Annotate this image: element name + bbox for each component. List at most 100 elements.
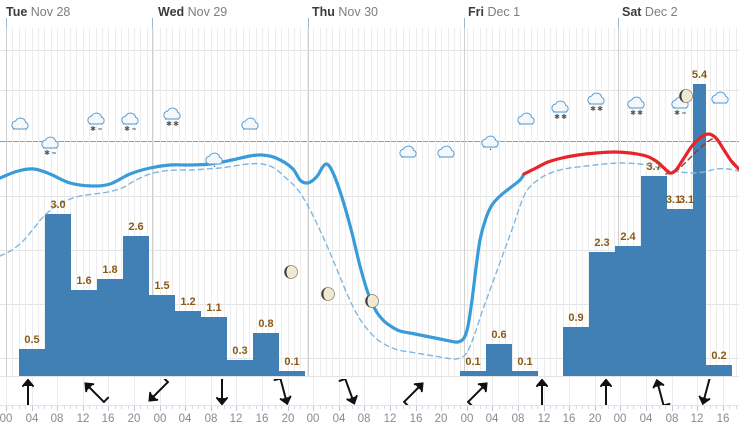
gridline-vertical	[614, 28, 615, 376]
gridline-horizontal	[0, 50, 739, 51]
precipitation-bar[interactable]	[279, 370, 305, 376]
hour-tick-minor	[25, 406, 26, 409]
hour-tick-major	[185, 406, 186, 411]
hour-label: 12	[76, 413, 90, 425]
hour-label: 04	[485, 413, 499, 425]
gridline-vertical	[371, 28, 372, 376]
hour-tick-minor	[300, 406, 301, 409]
hour-tick-minor	[736, 406, 737, 409]
temperature-line-above-freezing	[522, 132, 739, 176]
precipitation-bar[interactable]	[149, 295, 175, 376]
moon-phase-icon	[678, 88, 694, 104]
gridline-horizontal	[0, 196, 739, 197]
gridline-vertical	[563, 28, 564, 376]
gridline-vertical	[51, 28, 52, 376]
precipitation-bar[interactable]	[123, 235, 149, 376]
precipitation-bar[interactable]	[486, 343, 512, 376]
precipitation-bar-label: 0.8	[258, 317, 274, 330]
wind-cell-separator	[544, 377, 545, 405]
wind-arrow-east-northeast	[330, 377, 370, 405]
precipitation-bar[interactable]	[693, 84, 706, 376]
precipitation-bar-label: 1.5	[154, 280, 170, 292]
hour-label: 00	[613, 413, 627, 425]
precipitation-bar-label: 0.3	[232, 344, 248, 357]
precipitation-bar[interactable]	[253, 332, 279, 376]
hour-tick-minor	[204, 406, 205, 409]
precipitation-bar[interactable]	[615, 246, 641, 376]
precipitation-bar[interactable]	[97, 278, 123, 376]
hour-tick-major	[313, 406, 314, 411]
precipitation-bar[interactable]	[201, 316, 227, 376]
hour-tick-minor	[140, 406, 141, 409]
gridline-vertical	[582, 28, 583, 376]
gridline-vertical	[416, 28, 417, 376]
gridline-vertical	[736, 28, 737, 376]
gridline-vertical	[166, 28, 167, 376]
hour-tick-minor	[64, 406, 65, 409]
precipitation-bar[interactable]	[680, 208, 693, 376]
precipitation-bar[interactable]	[19, 349, 45, 376]
wind-cell-separator	[620, 377, 621, 405]
hour-tick-minor	[102, 406, 103, 409]
precipitation-bar[interactable]	[460, 370, 486, 376]
hour-tick-minor	[691, 406, 692, 409]
hour-tick-minor	[409, 406, 410, 409]
hour-tick-minor	[352, 406, 353, 409]
svg-text:·: ·	[213, 160, 217, 172]
precipitation-bar[interactable]	[641, 176, 667, 376]
precipitation-bar[interactable]	[227, 359, 253, 376]
gridline-vertical	[294, 28, 295, 376]
hour-tick-major	[467, 406, 468, 411]
gridline-vertical	[153, 28, 154, 376]
hour-tick-minor	[601, 406, 602, 409]
day-of-week: Thu	[312, 5, 335, 19]
precipitation-bar[interactable]	[589, 251, 615, 376]
wind-cell-separator	[518, 377, 519, 405]
dewpoint-line	[0, 162, 739, 360]
hour-tick-minor	[588, 406, 589, 409]
gridline-vertical	[608, 28, 609, 376]
hour-tick-minor	[499, 406, 500, 409]
day-date: Dec 1	[483, 5, 521, 19]
gridline-vertical	[524, 28, 525, 376]
gridline-vertical	[473, 28, 474, 376]
day-tick	[152, 18, 153, 28]
gridline-vertical	[345, 28, 346, 376]
day-of-week: Tue	[6, 5, 28, 19]
wind-cell-separator	[697, 377, 698, 405]
hour-tick-minor	[44, 406, 45, 409]
gridline-vertical	[384, 28, 385, 376]
precipitation-bar[interactable]	[175, 311, 201, 376]
hour-tick-minor	[230, 406, 231, 409]
wind-cell-separator	[160, 377, 161, 405]
precipitation-bar[interactable]	[706, 365, 732, 376]
day-of-week: Wed	[158, 5, 185, 19]
cloud-snow-icon: ✱ ✱	[624, 96, 650, 117]
precipitation-bar-label: 0.1	[517, 355, 533, 368]
hour-tick-minor	[454, 406, 455, 409]
gridline-vertical	[364, 28, 365, 376]
gridline-vertical	[275, 28, 276, 376]
hour-label: 16	[562, 413, 576, 425]
svg-text:✱: ✱	[561, 113, 567, 120]
hour-tick-minor	[537, 406, 538, 409]
precipitation-bar-label: 0.1	[465, 355, 481, 368]
svg-text:·: ·	[489, 143, 493, 155]
hour-tick-minor	[256, 406, 257, 409]
gridline-vertical	[217, 28, 218, 376]
precipitation-bar[interactable]	[45, 214, 71, 376]
gridline-vertical	[147, 28, 148, 376]
wind-cell-separator	[211, 377, 212, 405]
svg-text:✱: ✱	[637, 109, 643, 116]
hour-tick-minor	[249, 406, 250, 409]
wind-cell-separator	[57, 377, 58, 405]
hour-tick-major	[364, 406, 365, 411]
gridline-vertical	[76, 28, 77, 376]
precipitation-bar[interactable]	[667, 208, 680, 376]
svg-text:✱: ✱	[590, 105, 596, 112]
precipitation-bar[interactable]	[71, 289, 97, 376]
precipitation-bar[interactable]	[563, 327, 589, 376]
wind-cell-separator	[134, 377, 135, 405]
gridline-vertical	[422, 28, 423, 376]
precipitation-bar[interactable]	[512, 370, 538, 376]
